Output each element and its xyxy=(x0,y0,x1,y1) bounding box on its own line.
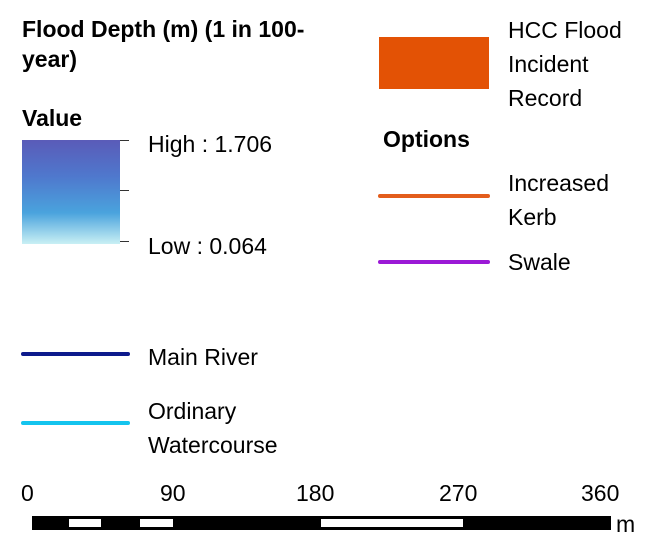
increased-kerb-label-line: Kerb xyxy=(508,204,557,230)
hcc-label-line: Record xyxy=(508,85,583,111)
increased-kerb-label: Increased Kerb xyxy=(508,166,609,234)
scale-segment-white-2 xyxy=(140,519,173,527)
scale-tick-90: 90 xyxy=(160,480,186,506)
ramp-tick-low xyxy=(120,241,129,242)
ordinary-watercourse-line-symbol xyxy=(21,421,130,425)
scale-tick-0: 0 xyxy=(21,480,34,506)
ramp-tick-high xyxy=(120,140,129,141)
hcc-label-line: Incident xyxy=(508,51,589,77)
scale-segment-white-3 xyxy=(321,519,463,527)
scale-tick-360: 360 xyxy=(581,480,620,506)
hcc-flood-incident-swatch xyxy=(379,37,489,89)
swale-line-symbol xyxy=(378,260,490,264)
ordinary-watercourse-label-line: Watercourse xyxy=(148,432,278,458)
main-river-line-symbol xyxy=(21,352,130,356)
flood-depth-title: Flood Depth (m) (1 in 100-year) xyxy=(22,16,305,72)
high-value-label: High : 1.706 xyxy=(148,131,273,157)
hcc-label-line: HCC Flood xyxy=(508,17,622,43)
scale-tick-270: 270 xyxy=(439,480,478,506)
options-heading: Options xyxy=(383,126,470,152)
value-heading: Value xyxy=(22,105,83,131)
increased-kerb-line-symbol xyxy=(378,194,490,198)
increased-kerb-label-line: Increased xyxy=(508,170,610,196)
low-value-label: Low : 0.064 xyxy=(148,233,267,259)
ordinary-watercourse-label-line: Ordinary xyxy=(148,398,237,424)
ordinary-watercourse-label: Ordinary Watercourse xyxy=(148,394,278,462)
scale-segment-white-1 xyxy=(69,519,101,527)
ramp-tick-mid xyxy=(120,190,129,191)
scale-bar xyxy=(32,516,611,530)
scale-unit: m xyxy=(616,511,636,537)
flood-depth-color-ramp xyxy=(22,140,120,244)
main-river-label: Main River xyxy=(148,344,258,370)
hcc-flood-incident-label: HCC Flood Incident Record xyxy=(508,13,648,115)
scale-tick-180: 180 xyxy=(296,480,335,506)
swale-label: Swale xyxy=(508,249,571,275)
